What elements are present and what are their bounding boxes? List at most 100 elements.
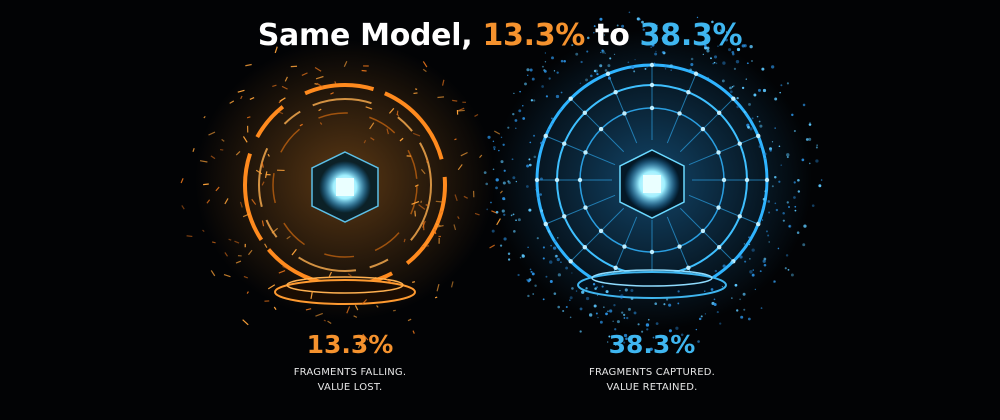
particle <box>526 164 530 168</box>
particle <box>621 24 625 28</box>
particle <box>778 145 781 148</box>
stat-value: 13.3% <box>306 330 394 359</box>
platform <box>286 276 404 294</box>
particle <box>774 202 777 205</box>
fragment <box>370 137 375 141</box>
particle <box>599 320 603 324</box>
particle <box>515 127 517 129</box>
node <box>583 205 588 210</box>
particle <box>699 32 701 35</box>
particle <box>580 60 583 64</box>
particle <box>695 328 698 331</box>
fragment <box>234 240 240 244</box>
particle <box>519 256 522 259</box>
fragment <box>489 244 495 249</box>
particle <box>739 255 743 259</box>
fragment <box>457 216 460 220</box>
particle <box>794 209 797 212</box>
spokes <box>534 62 770 298</box>
particle <box>743 243 746 245</box>
particle <box>548 77 551 80</box>
particle <box>535 188 537 191</box>
stat-value: 38.3% <box>608 330 696 359</box>
particle <box>768 211 771 214</box>
title-left-value: 13.3% <box>482 18 586 53</box>
fragment <box>210 155 216 160</box>
particle <box>749 44 753 49</box>
particle <box>749 270 753 274</box>
particle <box>528 208 532 212</box>
fragment <box>202 229 205 233</box>
particle <box>545 95 549 98</box>
fragment <box>180 178 184 184</box>
spoke <box>688 194 759 225</box>
particle <box>662 50 665 54</box>
node <box>744 177 750 183</box>
particle <box>784 267 787 270</box>
particle <box>803 224 807 228</box>
particle <box>744 260 747 263</box>
particle <box>502 181 506 185</box>
fragment <box>437 96 445 99</box>
particle <box>614 344 617 346</box>
particle <box>722 61 726 65</box>
node <box>737 214 742 219</box>
particle <box>599 51 602 54</box>
node <box>577 177 583 183</box>
particle <box>713 55 718 59</box>
particle <box>764 190 767 193</box>
particle <box>551 117 553 120</box>
particle <box>502 197 506 201</box>
fragment <box>211 241 216 244</box>
fragment <box>425 159 429 163</box>
particle <box>556 257 560 262</box>
fragment <box>414 210 417 217</box>
fragment <box>314 66 322 72</box>
node <box>649 62 655 68</box>
node <box>716 205 721 210</box>
particle <box>495 178 499 182</box>
fragment <box>248 249 253 256</box>
fragment <box>496 218 501 226</box>
particle <box>596 72 599 76</box>
particle <box>714 269 718 273</box>
fragment <box>274 46 278 54</box>
platform <box>577 271 727 299</box>
fragment <box>420 200 423 203</box>
fragment <box>412 132 421 137</box>
particle <box>593 25 596 28</box>
particle <box>532 293 535 295</box>
particle <box>540 209 544 213</box>
particle <box>526 74 529 77</box>
particle <box>785 254 789 257</box>
particle <box>526 68 530 72</box>
fragment <box>403 238 406 243</box>
particle <box>763 257 767 261</box>
fragment <box>407 318 412 322</box>
fragment <box>235 150 241 156</box>
node <box>583 150 588 155</box>
particle <box>649 347 653 351</box>
particle <box>562 309 565 313</box>
particle <box>704 290 706 292</box>
fragment <box>441 79 445 86</box>
particle <box>754 288 757 291</box>
particle <box>786 153 790 157</box>
particle <box>556 71 559 74</box>
particle <box>524 82 527 86</box>
particle <box>786 201 789 204</box>
fragment <box>315 75 324 80</box>
particle <box>493 148 496 151</box>
particle <box>747 317 751 321</box>
particle <box>527 294 530 298</box>
fragment <box>365 106 373 110</box>
particle <box>527 279 531 283</box>
particle <box>791 113 794 117</box>
particle <box>644 67 647 70</box>
particle <box>592 282 596 286</box>
particle <box>736 309 739 312</box>
fragment <box>346 306 351 314</box>
particle <box>656 24 659 27</box>
particle <box>571 272 573 274</box>
